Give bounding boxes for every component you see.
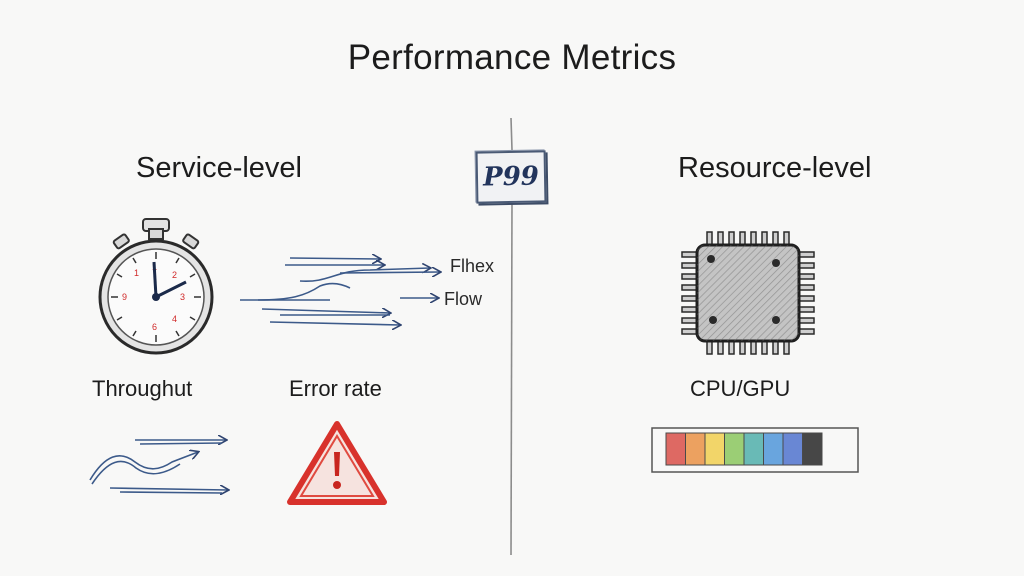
page-title: Performance Metrics bbox=[347, 38, 677, 77]
wavy-arrows-icon bbox=[89, 440, 228, 493]
svg-text:6: 6 bbox=[152, 322, 157, 332]
svg-text:3: 3 bbox=[180, 292, 185, 302]
flow-arrows-icon bbox=[240, 258, 440, 325]
stopwatch-icon: 1 2 3 4 6 9 1 bbox=[98, 218, 214, 355]
p99-label: P99 bbox=[482, 161, 540, 193]
warning-triangle-icon bbox=[287, 421, 387, 505]
utilization-cell bbox=[802, 432, 823, 466]
svg-text:4: 4 bbox=[172, 314, 177, 324]
flex-label: Flhex bbox=[450, 256, 495, 276]
svg-text:1: 1 bbox=[134, 268, 139, 278]
utilization-cell bbox=[665, 432, 686, 466]
utilization-cell bbox=[685, 432, 706, 466]
chip-icon bbox=[681, 231, 815, 355]
utilization-cell bbox=[724, 432, 745, 466]
utilization-cell bbox=[743, 432, 764, 466]
utilization-bar-icon bbox=[651, 427, 859, 473]
utilization-cell bbox=[763, 432, 784, 466]
service-level-heading: Service-level bbox=[136, 152, 302, 184]
svg-text:9: 9 bbox=[122, 292, 127, 302]
utilization-cell bbox=[704, 432, 725, 466]
flow-label: Flow bbox=[444, 289, 483, 309]
center-divider bbox=[510, 117, 513, 556]
utilization-cell bbox=[782, 432, 803, 466]
p99-badge: P99 bbox=[475, 150, 547, 204]
throughput-label: Throughut bbox=[92, 376, 193, 401]
error-rate-label: Error rate bbox=[289, 376, 382, 401]
cpu-gpu-label: CPU/GPU bbox=[690, 376, 791, 401]
svg-text:2: 2 bbox=[172, 270, 177, 280]
resource-level-heading: Resource-level bbox=[678, 152, 872, 184]
